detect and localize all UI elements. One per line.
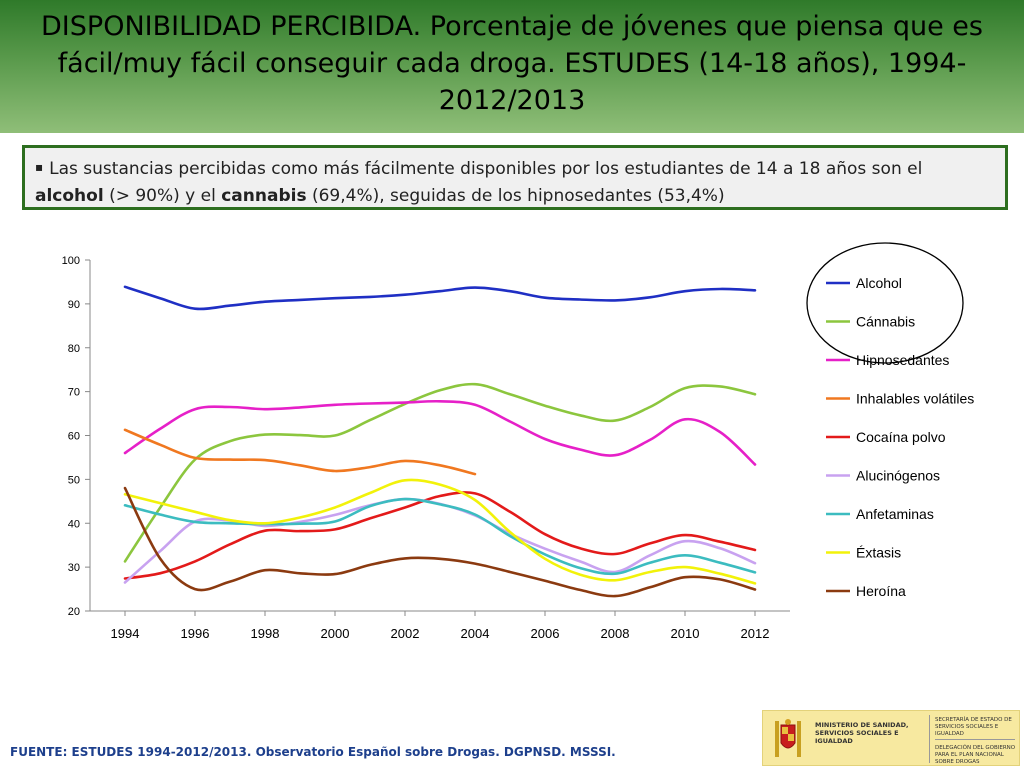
legend-label-cannabis: Cánnabis [856,314,915,330]
x-tick-label: 2006 [531,626,560,641]
y-tick-label: 60 [68,431,80,443]
y-tick-label: 80 [68,343,80,355]
logo-divider-horizontal [935,739,1015,740]
logo-secretaria-text: SECRETARÍA DE ESTADO DE SERVICIOS SOCIAL… [935,717,1012,737]
series-line-inhalables-volatiles [123,428,477,476]
header-banner: DISPONIBILIDAD PERCIBIDA. Porcentaje de … [0,0,1024,133]
series-line-cocaina-polvo [123,491,757,580]
x-tick-label: 2004 [461,626,490,641]
bullet-icon: ▪ [35,160,44,174]
legend-label-anfetaminas: Anfetaminas [856,506,934,522]
x-tick-label: 2012 [741,626,770,641]
x-tick-label: 2010 [671,626,700,641]
source-note: FUENTE: ESTUDES 1994-2012/2013. Observat… [10,745,616,759]
callout-bold-cannabis: cannabis [221,186,307,206]
logo-divider [929,715,930,763]
legend-label-extasis: Éxtasis [856,545,901,561]
callout-bold-alcohol: alcohol [35,186,104,206]
legend-label-hipnosedantes: Hipnosedantes [856,352,949,368]
legend-label-heroina: Heroína [856,583,906,599]
callout-text-3: (69,4%), seguidas de los hipnosedantes (… [306,186,725,206]
y-tick-label: 100 [62,255,80,267]
logo-delegacion-text: DELEGACIÓN DEL GOBIERNO PARA EL PLAN NAC… [935,745,1016,765]
callout-text-2: (> 90%) y el [103,186,222,206]
series-line-anfetaminas [123,497,757,576]
y-tick-label: 40 [68,518,80,530]
x-tick-label: 2000 [321,626,350,641]
ministry-logo: MINISTERIO DE SANIDAD, SERVICIOS SOCIALE… [762,710,1020,766]
line-chart: 20 30 40 50 60 70 80 90 100 1994 1996 1998 2000 2002 2… [62,242,974,641]
y-tick-label: 70 [68,387,80,399]
legend-label-cocaina-polvo: Cocaína polvo [856,429,946,445]
x-tick-label: 2002 [391,626,420,641]
series-line-hipnosedantes [123,399,757,466]
legend-label-alucinogenos: Alucinógenos [856,468,940,484]
series-line-heroina [123,486,757,598]
y-tick-label: 90 [68,299,80,311]
y-tick-label: 20 [68,606,80,618]
x-tick-label: 1998 [251,626,280,641]
series-line-cannabis [123,382,757,563]
summary-callout: ▪ Las sustancias percibidas como más fáci… [22,145,1008,210]
series-line-extasis [123,478,757,585]
y-tick-label: 50 [68,474,80,486]
x-tick-label: 2008 [601,626,630,641]
coat-of-arms-icon [775,719,801,757]
legend-label-alcohol: Alcohol [856,275,902,291]
series-line-alcohol [123,285,757,311]
y-tick-label: 30 [68,562,80,574]
callout-text-1: Las sustancias percibidas como más fácil… [49,159,923,179]
legend-highlight-ellipse [806,242,964,364]
page-title: DISPONIBILIDAD PERCIBIDA. Porcentaje de … [41,11,983,116]
x-tick-label: 1994 [111,626,140,641]
logo-ministry-text: MINISTERIO DE SANIDAD, SERVICIOS SOCIALE… [815,721,909,745]
legend-label-inhalables-volatiles: Inhalables volátiles [856,391,974,407]
x-tick-label: 1996 [181,626,210,641]
